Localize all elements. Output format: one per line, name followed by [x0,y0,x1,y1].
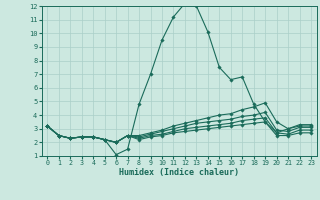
X-axis label: Humidex (Indice chaleur): Humidex (Indice chaleur) [119,168,239,177]
